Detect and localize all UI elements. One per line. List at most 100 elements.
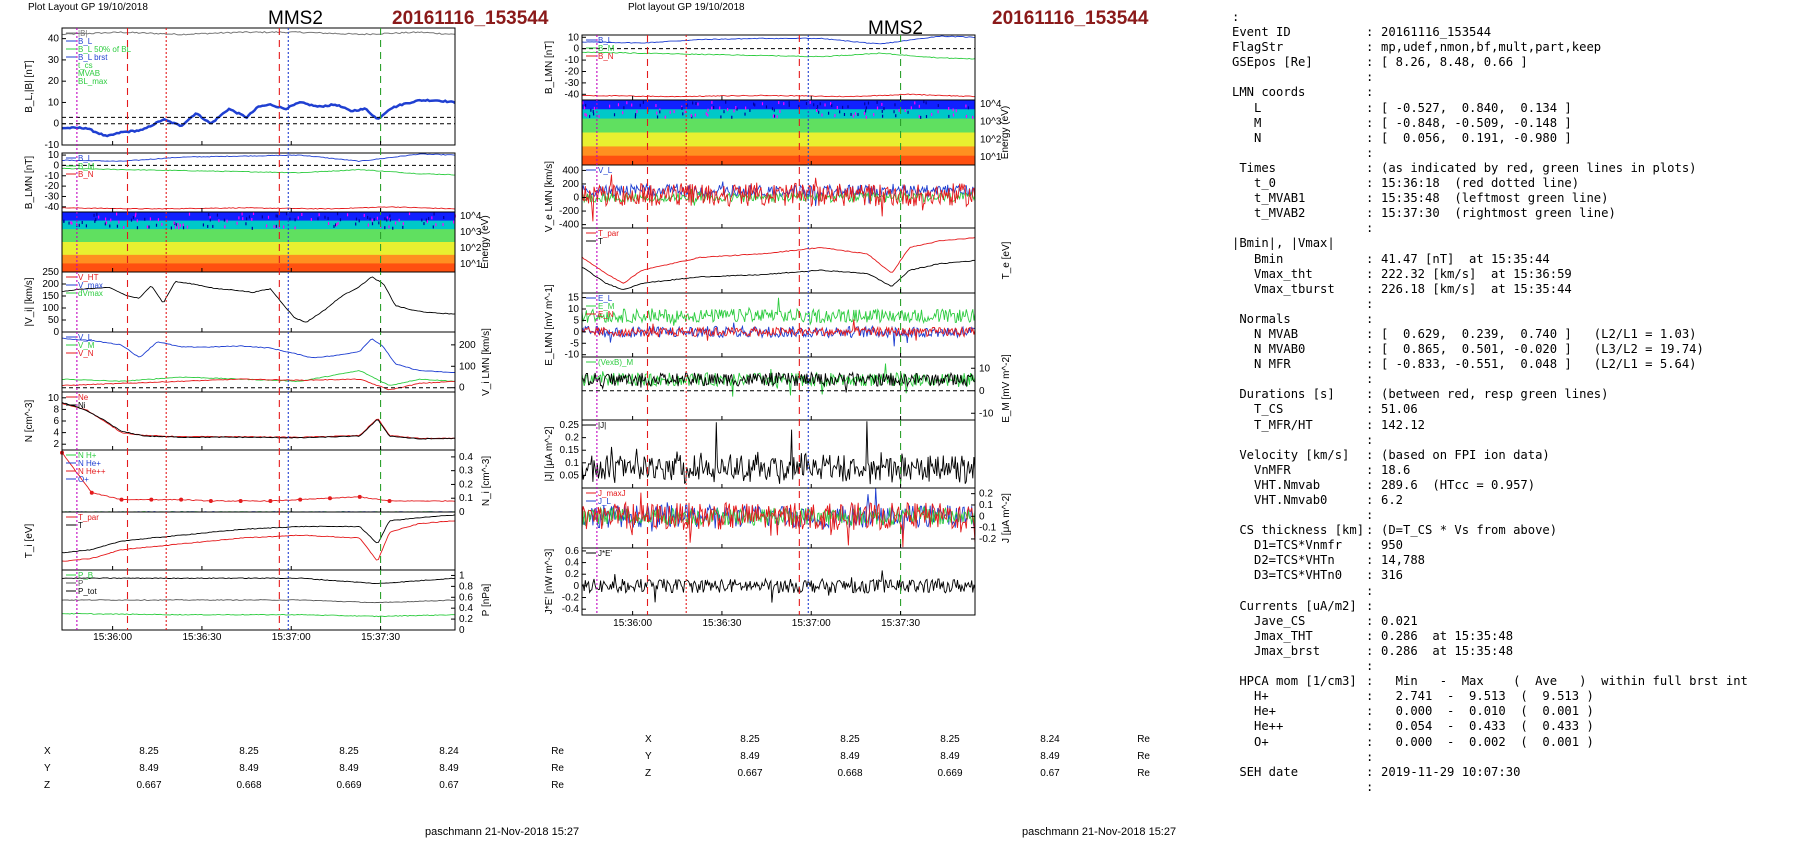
fig1-p3-speck: [78, 223, 80, 227]
fig1-p3-speck: [388, 225, 390, 229]
fig1-p3-speck: [110, 218, 112, 222]
fig1-p3-ylabel: Energy (eV): [480, 215, 491, 268]
fig2-p2-speck: [692, 101, 694, 105]
fig2-p2-speck: [865, 109, 867, 113]
fig2-p2-speck: [659, 110, 661, 114]
fig2-p2-speck: [639, 103, 641, 107]
fig1-p7-point: [357, 494, 362, 499]
fig1-p1-legend-extra: t_cs: [78, 61, 93, 70]
fig1-p4-ytick-label: 0: [53, 327, 59, 338]
fig1-p6-ytick-label: 4: [53, 428, 59, 439]
fig1-p8-legend-label: T: [78, 521, 83, 530]
fig1-p3-speck: [245, 217, 248, 221]
fig1-p3-speck: [369, 217, 371, 221]
figure1-position-cell: 8.49: [239, 763, 259, 774]
figure1-position-cell: 8.25: [139, 746, 159, 757]
fig1-p3-speck: [242, 217, 244, 221]
fig1-p3-speck: [136, 219, 138, 223]
fig1-p3-band: [62, 254, 455, 260]
fig1-p3-speck: [157, 218, 160, 222]
fig1-p7-point: [387, 498, 392, 503]
summary-key: [1232, 372, 1366, 387]
fig2-p2-speck: [719, 106, 721, 110]
fig1-p3-speck: [294, 226, 296, 230]
fig2-p2-speck: [584, 112, 586, 116]
fig2-p1-legend-label: B_M: [598, 44, 615, 53]
fig1-p3-speck: [174, 225, 177, 229]
fig1-p9-series-p-b: [62, 612, 456, 618]
fig1-p3-speck: [317, 217, 319, 221]
fig1-p3-speck: [433, 212, 435, 216]
figure1-position-cell: 0.669: [336, 780, 362, 791]
fig2-p4-legend-label: T: [598, 237, 603, 246]
summary-row: :: [1232, 780, 1748, 795]
figure1-spacecraft-title: MMS2: [268, 8, 323, 29]
fig1-p7-ytick-label: 0: [459, 507, 465, 518]
fig1-p3-speck: [378, 221, 380, 225]
summary-separator: :: [1366, 311, 1374, 326]
fig1-p2-legend-label: B_M: [78, 162, 95, 171]
fig2-p7-panel: 0.050.1 0.150.2 0.25 |J| [μA m^-2] |J|: [544, 419, 976, 489]
fig1-p3-speck: [68, 221, 70, 225]
fig2-p2-speck: [907, 110, 909, 114]
fig2-p5-series-e-m: [581, 297, 976, 326]
fig1-p3-speck: [452, 220, 455, 224]
fig1-p1-legend-label: B_L brst: [78, 53, 108, 62]
fig1-p2-ylabel: B_LMN [nT]: [24, 156, 35, 210]
fig2-p2-speck: [834, 114, 836, 118]
summary-key: T_MFR/HT: [1232, 417, 1313, 432]
figure1-position-unit: Re: [551, 780, 564, 791]
summary-key: t_MVAB2: [1232, 206, 1306, 221]
fig1-p3-speck: [208, 213, 210, 217]
summary-separator: :: [1366, 25, 1374, 40]
summary-key: CS thickness [km]: [1232, 523, 1365, 538]
fig1-p1-ytick-label: -10: [45, 140, 60, 151]
fig2-p9-ytick-label: 0.2: [565, 569, 579, 580]
fig1-p7-series-n-he-: [61, 452, 456, 502]
fig2-p2-speck: [965, 104, 967, 108]
fig2-p2-speck: [898, 108, 900, 112]
summary-key: N: [1232, 130, 1262, 145]
fig2-p2-speck: [821, 113, 823, 117]
fig2-p5-ytick-label: -5: [570, 338, 579, 349]
fig2-p2-speck: [626, 101, 628, 105]
fig2-p1-series-b-n: [581, 93, 976, 98]
fig2-p5-ytick-label: 5: [573, 315, 579, 326]
summary-key: Event ID: [1232, 25, 1291, 40]
fig2-p2-speck: [711, 106, 713, 110]
fig2-p1-ytick-label: -10: [565, 55, 580, 66]
fig2-p2-speck: [918, 104, 920, 108]
summary-row: D2=TCS*VHTn:14,788: [1232, 553, 1748, 568]
fig1-p9-legend-label: P: [78, 579, 83, 588]
fig2-p5-ylabel: E_LMN [mV m^-1]: [544, 284, 555, 366]
fig2-p2-speck: [778, 101, 780, 105]
summary-value: 15:35:48 (leftmost green line): [1381, 191, 1609, 206]
fig1-p3-speck: [376, 216, 378, 220]
summary-row: N MFR: [ -0.833, -0.551, 0.048 ] (L2/L1 =…: [1232, 357, 1748, 372]
fig1-p7-legend-label: N H+: [78, 451, 97, 460]
fig1-p3-ytick-label: 10^4: [460, 211, 482, 222]
fig2-p2-speck: [694, 113, 696, 117]
summary-key: Vmax_tht: [1232, 266, 1313, 281]
fig1-p3-speck: [148, 225, 150, 229]
fig2-p2-speck: [617, 103, 620, 107]
fig2-p1-legend-label: B_L: [598, 36, 613, 45]
fig1-p3-speck: [155, 223, 158, 227]
fig2-p2-speck: [931, 112, 933, 116]
summary-key: VHT.Nmvab0: [1232, 493, 1328, 507]
fig2-p7-ylabel: |J| [μA m^-2]: [544, 426, 555, 481]
fig1-p3-speck: [161, 222, 163, 226]
fig2-p1-series-b-l: [581, 35, 976, 45]
fig1-p1-panel: -10 0 10 20 30 40 B_L,|B| [nT] |B|B_LB_L 50% of…: [24, 27, 456, 151]
fig1-p1-ytick-label: 20: [48, 76, 60, 87]
fig2-p2-speck: [843, 112, 846, 116]
summary-separator: :: [1366, 749, 1374, 764]
fig2-p2-band: [582, 146, 975, 152]
fig1-p3-speck: [70, 221, 72, 225]
summary-key: t_0: [1232, 176, 1277, 191]
fig2-p2-band: [582, 123, 975, 129]
fig2-p2-speck: [881, 114, 884, 118]
summary-row: Durations [s]: (between red, resp green l…: [1232, 387, 1748, 402]
fig2-p2-speck: [937, 110, 939, 114]
